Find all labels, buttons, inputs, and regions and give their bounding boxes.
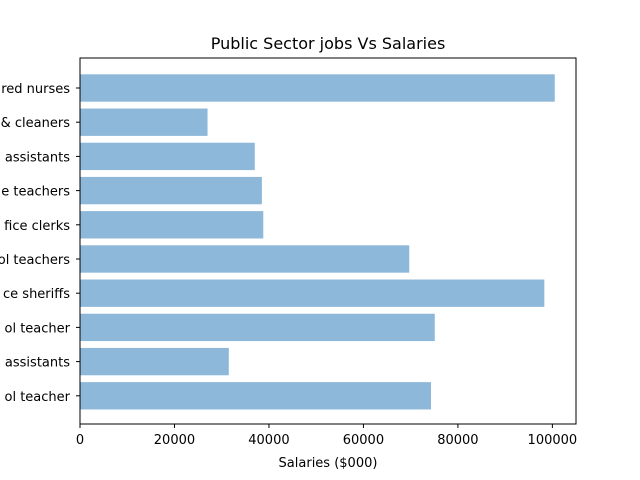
bar-7 <box>80 313 435 342</box>
x-tick-label-3: 60000 <box>343 433 384 448</box>
x-tick-label-4: 80000 <box>437 433 478 448</box>
x-axis-label: Salaries ($000) <box>279 456 378 471</box>
x-axis-ticks: 0 20000 40000 60000 80000 100000 <box>76 424 577 448</box>
y-tick-label-3: e teachers <box>1 185 70 200</box>
bar-1 <box>80 108 208 136</box>
bar-9 <box>80 382 431 410</box>
bars-group <box>80 74 555 410</box>
x-tick-label-5: 100000 <box>528 433 578 448</box>
y-tick-label-8: assistants <box>5 356 70 371</box>
y-tick-label-7: ol teacher <box>5 321 71 336</box>
bar-0 <box>80 74 555 102</box>
bar-8 <box>80 347 229 376</box>
y-tick-label-6: ce sheriffs <box>3 287 70 302</box>
x-tick-label-1: 20000 <box>154 433 195 448</box>
y-tick-label-5: ol teachers <box>0 253 70 268</box>
y-tick-label-0: red nurses <box>1 82 70 97</box>
x-tick-label-2: 40000 <box>248 433 289 448</box>
y-tick-label-2: assistants <box>5 150 70 165</box>
bar-3 <box>80 176 262 205</box>
y-tick-label-4: fice clerks <box>4 219 70 234</box>
bar-2 <box>80 142 255 171</box>
bar-4 <box>80 211 264 239</box>
chart-title: Public Sector jobs Vs Salaries <box>211 34 446 53</box>
bar-5 <box>80 245 410 273</box>
x-tick-label-0: 0 <box>76 433 84 448</box>
y-tick-label-9: ol teacher <box>5 390 71 405</box>
y-axis-ticks: red nurses & cleaners assistants e teachers… <box>0 82 80 405</box>
y-tick-label-1: & cleaners <box>1 116 71 131</box>
plot-area-frame <box>79 57 577 425</box>
bar-6 <box>80 279 545 307</box>
